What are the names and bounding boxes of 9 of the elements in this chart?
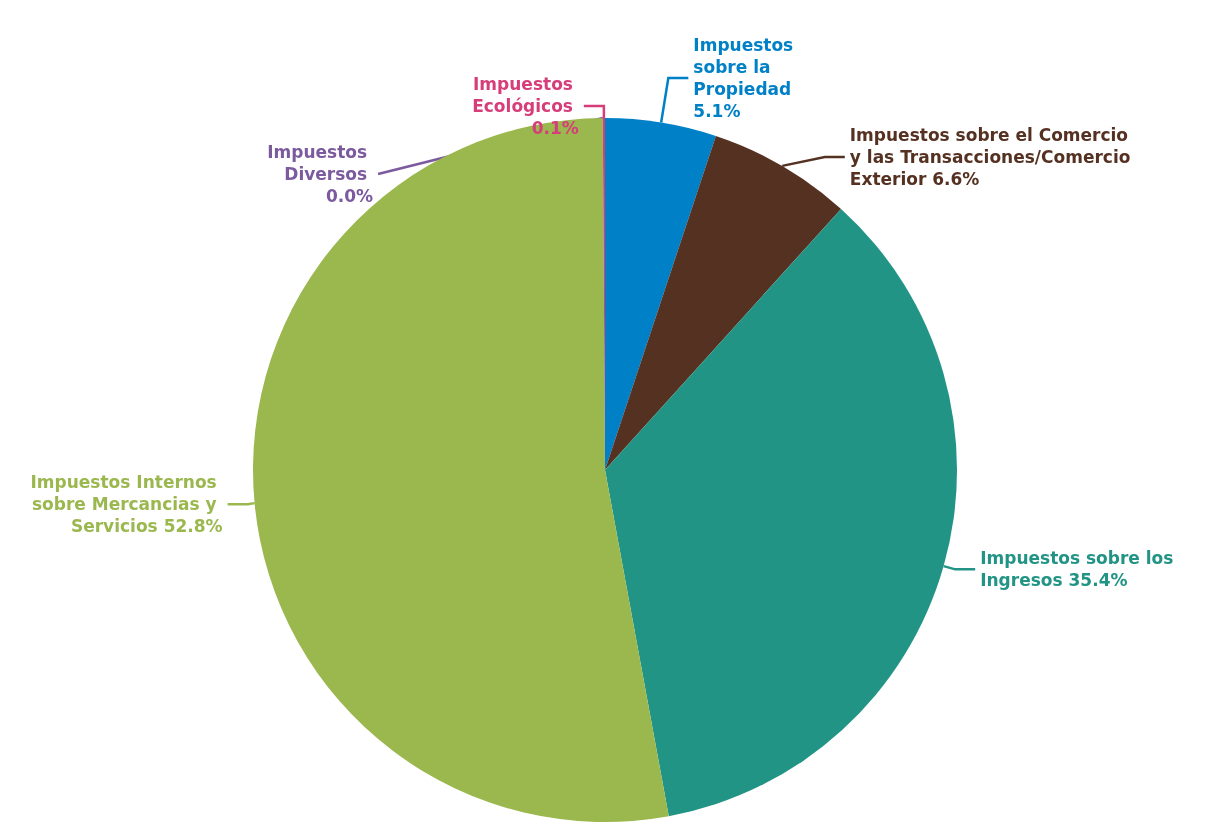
slice-label: Impuestos Ecológicos xyxy=(472,74,579,116)
category-label: Impuestos Diversos xyxy=(267,142,368,184)
data-label: 5.1% xyxy=(693,101,741,122)
slice-label: Impuestos sobre el Comercio y las Transacciones/Comercio Exterior 6.6% xyxy=(849,125,1137,190)
slice-label: Impuestos sobre los Ingresos 35.4% xyxy=(980,548,1180,591)
slice-label: Impuestos sobre la Propiedad xyxy=(693,35,800,100)
data-label: 0.1% xyxy=(531,118,579,138)
text: 0.0% xyxy=(325,186,374,206)
slice-label: Impuestos Internos sobre Mercancias y Servicios 52.8% xyxy=(30,472,223,537)
